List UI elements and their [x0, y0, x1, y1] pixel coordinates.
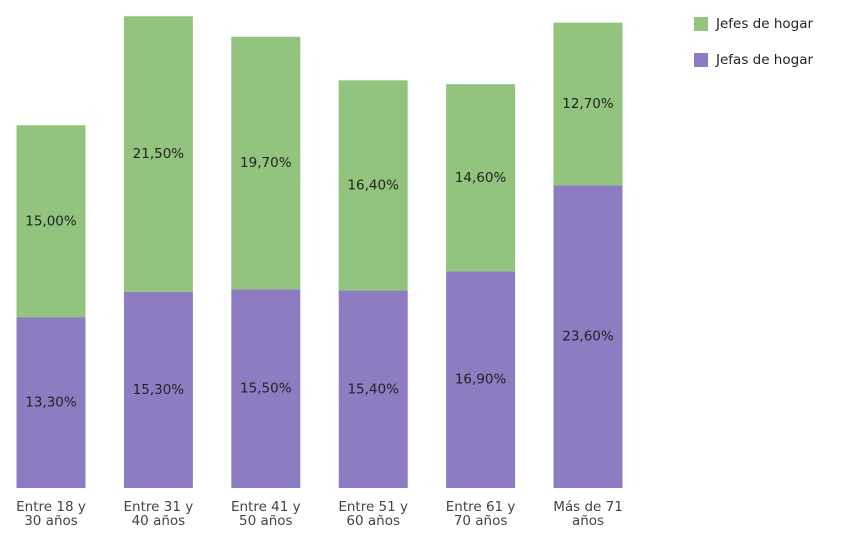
data-label: 15,40% [347, 381, 399, 397]
data-label: 12,70% [562, 96, 614, 112]
data-label: 19,70% [240, 155, 292, 171]
bar-segment [446, 84, 516, 272]
data-label: 16,90% [455, 372, 507, 388]
data-label: 13,30% [25, 395, 77, 411]
data-label: 15,30% [133, 382, 185, 398]
x-tick-label: Más de 71 años [553, 499, 623, 529]
bar-segment [553, 185, 623, 488]
bar-segment [123, 16, 193, 292]
x-tick-label: Entre 51 y 60 años [338, 499, 409, 529]
data-label: 14,60% [455, 170, 507, 186]
bar-segment [231, 36, 301, 290]
legend-swatch [694, 53, 708, 67]
bar-segment [338, 290, 408, 488]
x-tick-label: Entre 18 y 30 años [16, 499, 86, 529]
bar-segment [553, 22, 623, 186]
data-label: 21,50% [133, 146, 185, 162]
data-label: 23,60% [562, 329, 614, 345]
legend-label: Jefas de hogar [715, 52, 813, 68]
bar-segment [446, 271, 516, 488]
bar-segment [16, 125, 86, 318]
data-label: 16,40% [347, 177, 399, 193]
bar-segment [16, 317, 86, 488]
bar-segment [338, 80, 408, 291]
legend-label: Jefes de hogar [715, 16, 813, 32]
x-tick-label: Entre 41 y 50 años [230, 499, 301, 529]
legend-swatch [694, 17, 708, 31]
bar-segment [231, 289, 301, 488]
data-label: 15,50% [240, 381, 292, 397]
x-tick-label: Entre 31 y 40 años [123, 499, 194, 529]
bar-segment [123, 291, 193, 488]
data-label: 15,00% [25, 213, 77, 229]
x-tick-label: Entre 61 y 70 años [445, 499, 516, 529]
